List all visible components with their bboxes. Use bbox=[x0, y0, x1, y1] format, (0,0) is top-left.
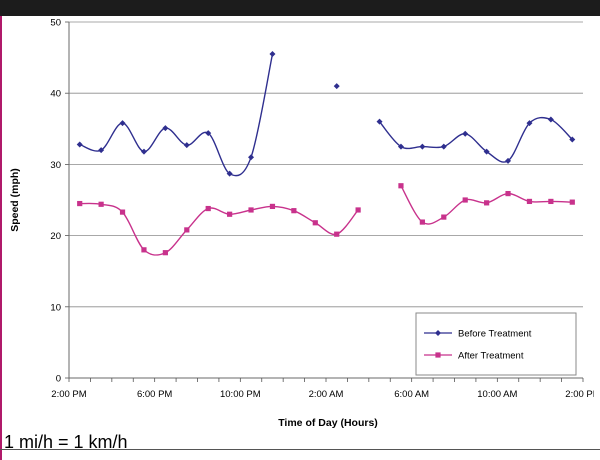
point-before-21 bbox=[526, 120, 533, 127]
legend-label-before: Before Treatment bbox=[458, 329, 532, 340]
series-after bbox=[77, 183, 575, 256]
point-before-9 bbox=[269, 51, 276, 58]
chart-svg: 0 10 20 30 40 50 2:00 PM 6:00 PM 10:00 PM 2:00 AM… bbox=[9, 18, 594, 430]
series bbox=[76, 51, 576, 256]
legend-marker-before bbox=[435, 330, 441, 336]
left-border bbox=[0, 16, 2, 460]
point-after-21 bbox=[526, 198, 533, 205]
point-before-2 bbox=[119, 120, 126, 127]
legend-box bbox=[415, 312, 577, 376]
point-after-17 bbox=[441, 214, 447, 220]
point-after-4 bbox=[162, 250, 168, 256]
point-before-6 bbox=[205, 130, 212, 137]
point-after-19 bbox=[484, 200, 490, 206]
point-before-0 bbox=[76, 141, 83, 148]
point-after-12 bbox=[334, 231, 340, 237]
x-tick-label-0: 2:00 PM bbox=[51, 389, 86, 400]
legend-marker-after bbox=[435, 352, 441, 358]
point-after-23 bbox=[569, 199, 575, 205]
y-tick-label-10: 10 bbox=[50, 302, 61, 313]
y-tick-label-40: 40 bbox=[50, 89, 61, 100]
footnote-rule bbox=[0, 449, 600, 450]
x-tick-label-4: 6:00 AM bbox=[394, 389, 429, 400]
point-before-4 bbox=[162, 125, 169, 132]
series-before bbox=[76, 51, 576, 177]
y-axis-title: Speed (mph) bbox=[9, 168, 21, 232]
point-after-3 bbox=[141, 247, 147, 253]
point-before-17 bbox=[440, 143, 447, 150]
point-after-7 bbox=[227, 211, 233, 217]
point-after-1 bbox=[98, 201, 104, 207]
point-before-8 bbox=[248, 154, 255, 161]
point-after-6 bbox=[205, 205, 211, 212]
point-before-3 bbox=[140, 148, 147, 155]
point-before-1 bbox=[98, 147, 105, 154]
series-line-before-0 bbox=[79, 53, 274, 177]
point-before-20 bbox=[505, 157, 512, 164]
legend-label-after: After Treatment bbox=[458, 351, 524, 362]
x-tick-label-5: 10:00 AM bbox=[477, 389, 517, 400]
y-tick-label-0: 0 bbox=[56, 374, 61, 385]
point-after-8 bbox=[248, 207, 254, 213]
x-tick-label-2: 10:00 PM bbox=[220, 389, 261, 400]
tick-labels: 0 10 20 30 40 50 2:00 PM 6:00 PM 10:00 PM 2:00 AM… bbox=[50, 18, 594, 401]
y-tick-label-50: 50 bbox=[50, 18, 61, 29]
point-after-10 bbox=[291, 208, 297, 214]
point-after-2 bbox=[119, 209, 126, 215]
point-after-5 bbox=[184, 227, 190, 233]
point-before-14 bbox=[376, 118, 383, 125]
point-before-16 bbox=[419, 143, 426, 150]
point-after-11 bbox=[312, 220, 318, 226]
x-tick-label-3: 2:00 AM bbox=[309, 389, 344, 400]
point-after-9 bbox=[269, 203, 276, 210]
point-after-13 bbox=[355, 207, 361, 213]
point-before-22 bbox=[547, 116, 554, 123]
x-tick-label-1: 6:00 PM bbox=[137, 389, 172, 400]
point-after-20 bbox=[505, 190, 511, 197]
point-after-22 bbox=[548, 198, 554, 205]
point-before-23 bbox=[569, 136, 576, 143]
point-before-19 bbox=[483, 148, 490, 155]
point-before-12 bbox=[333, 83, 340, 90]
series-line-before-2 bbox=[378, 116, 573, 163]
point-before-15 bbox=[397, 143, 404, 150]
point-before-7 bbox=[226, 170, 233, 177]
footnote: 1 mi/h = 1 km/h bbox=[4, 432, 128, 452]
axes bbox=[65, 21, 584, 382]
point-before-18 bbox=[462, 130, 469, 137]
point-after-18 bbox=[462, 197, 468, 203]
y-tick-label-20: 20 bbox=[50, 231, 61, 242]
point-after-16 bbox=[419, 219, 425, 225]
chart: 0 10 20 30 40 50 2:00 PM 6:00 PM 10:00 PM 2:00 AM… bbox=[6, 8, 594, 446]
x-axis-title: Time of Day (Hours) bbox=[278, 417, 378, 429]
point-after-15 bbox=[398, 183, 404, 189]
top-bar bbox=[0, 0, 600, 16]
x-tick-label-6: 2:00 PM bbox=[565, 389, 594, 400]
point-before-5 bbox=[183, 142, 190, 149]
y-tick-label-30: 30 bbox=[50, 160, 61, 171]
legend: Before Treatment After Treatment bbox=[415, 312, 577, 376]
gridlines bbox=[69, 21, 583, 308]
point-after-0 bbox=[77, 200, 83, 207]
